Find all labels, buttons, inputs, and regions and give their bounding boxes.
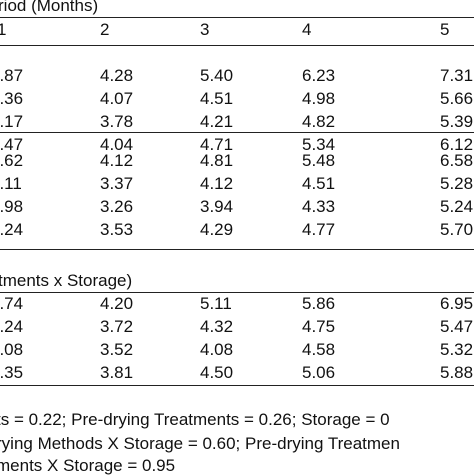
table-cell: 5.34: [302, 135, 336, 154]
footnote-line: ments X Storage = 0.95: [0, 456, 176, 475]
column-header: 4: [302, 20, 312, 39]
table-rule: [0, 17, 474, 18]
table-cell: 5.86: [302, 294, 336, 313]
table-cell: 6.23: [302, 66, 336, 85]
table-cell: 3.24: [0, 317, 24, 336]
table-cell: 4.33: [302, 197, 336, 216]
table-rule: [0, 132, 474, 133]
table-cell: 4.58: [302, 340, 336, 359]
table-rule: [0, 385, 474, 386]
table-cell: 3.62: [0, 151, 24, 170]
column-header: 3: [200, 20, 210, 39]
table-cell: 3.26: [100, 197, 134, 216]
table-cell: 5.66: [440, 89, 474, 108]
table-cell: 4.71: [200, 135, 234, 154]
table-cell: 5.48: [302, 151, 336, 170]
table-cell: 4.29: [200, 220, 234, 239]
table-cell: 4.20: [100, 294, 134, 313]
table-cell: 3.74: [0, 294, 24, 313]
table-cell: 5.39: [440, 112, 474, 131]
column-header: 5: [440, 20, 450, 39]
footnote-line: ts = 0.22; Pre-drying Treatments = 0.26;…: [0, 410, 390, 429]
table-cell: 3.72: [100, 317, 134, 336]
table-cell: 5.40: [200, 66, 234, 85]
table-cell: 6.12: [440, 135, 474, 154]
table-cell: 4.12: [200, 174, 234, 193]
table-rule: [0, 45, 474, 46]
table-cell: 5.32: [440, 340, 474, 359]
table-cell: 2.98: [0, 197, 24, 216]
table-cell: 3.94: [200, 197, 234, 216]
table-cell: 4.82: [302, 112, 336, 131]
table-cell: 4.51: [200, 89, 234, 108]
table-cell: 4.50: [200, 363, 234, 382]
table-cell: 3.11: [0, 174, 22, 193]
table-cell: 4.32: [200, 317, 234, 336]
column-header: 1: [0, 20, 7, 39]
table-cell: 3.78: [100, 112, 134, 131]
table-cell: 3.08: [0, 340, 24, 359]
table-cell: 3.81: [100, 363, 134, 382]
table-cell: 3.53: [100, 220, 134, 239]
table-cell: 4.04: [100, 135, 134, 154]
table-cell: 4.28: [100, 66, 134, 85]
table-cell: 5.88: [440, 363, 474, 382]
table-cell: 5.70: [440, 220, 474, 239]
footnote-line: rying Methods X Storage = 0.60; Pre-dryi…: [0, 434, 400, 453]
group-label: tments x Storage): [0, 271, 133, 290]
table-cell: 6.58: [440, 151, 474, 170]
table-cell: 4.51: [302, 174, 336, 193]
table-cell: 4.98: [302, 89, 336, 108]
table-cell: 4.77: [302, 220, 336, 239]
table-cell: 3.37: [100, 174, 134, 193]
table-cell: 4.08: [200, 340, 234, 359]
table-cell: 4.07: [100, 89, 134, 108]
header-title: riod (Months): [0, 0, 99, 15]
table-cell: 5.06: [302, 363, 336, 382]
table-cell: 4.21: [200, 112, 234, 131]
table-cell: 3.47: [0, 135, 24, 154]
column-header: 2: [100, 20, 110, 39]
table-cell: 5.11: [200, 294, 232, 313]
table-cell: 4.81: [200, 151, 234, 170]
table-cell: 5.24: [440, 197, 474, 216]
table-cell: 4.12: [100, 151, 134, 170]
table-rule: [0, 292, 474, 293]
table-cell: 3.36: [0, 89, 24, 108]
table-cell: 6.95: [440, 294, 474, 313]
table-cell: 7.31: [440, 66, 474, 85]
table-rule: [0, 249, 474, 250]
table-cell: 3.52: [100, 340, 134, 359]
table-cell: 5.47: [440, 317, 474, 336]
table-cell: 3.24: [0, 220, 24, 239]
table-cell: 3.17: [0, 112, 24, 131]
table-cell: 4.75: [302, 317, 336, 336]
table-cell: 3.35: [0, 363, 24, 382]
table-cell: 5.28: [440, 174, 474, 193]
table-cell: 3.87: [0, 66, 24, 85]
